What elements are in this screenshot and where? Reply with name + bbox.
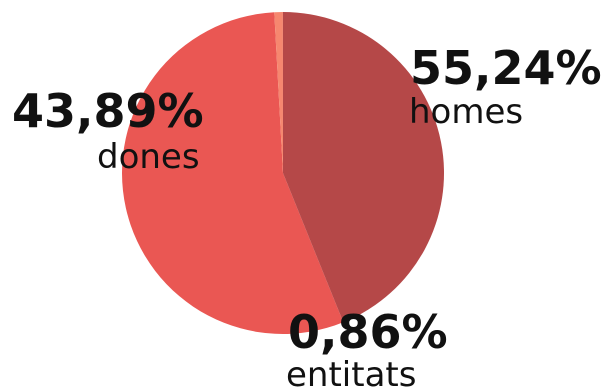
data-label-entitats: 0,86% entitats	[286, 305, 448, 389]
pie-slice-entitats	[274, 12, 283, 173]
pie-slices	[122, 11, 445, 335]
data-label-entitats-name: entitats	[286, 355, 416, 389]
data-label-dones-name: dones	[97, 137, 200, 177]
data-label-dones: 43,89% dones	[12, 84, 204, 177]
data-label-entitats-value: 0,86%	[288, 305, 448, 359]
pie-slice-homes	[122, 12, 344, 335]
data-label-homes-name: homes	[409, 92, 523, 132]
pie-slice-dones	[282, 11, 445, 323]
data-label-homes: 55,24% homes	[409, 41, 602, 132]
data-label-homes-value: 55,24%	[410, 41, 602, 95]
data-label-dones-value: 43,89%	[12, 84, 204, 138]
